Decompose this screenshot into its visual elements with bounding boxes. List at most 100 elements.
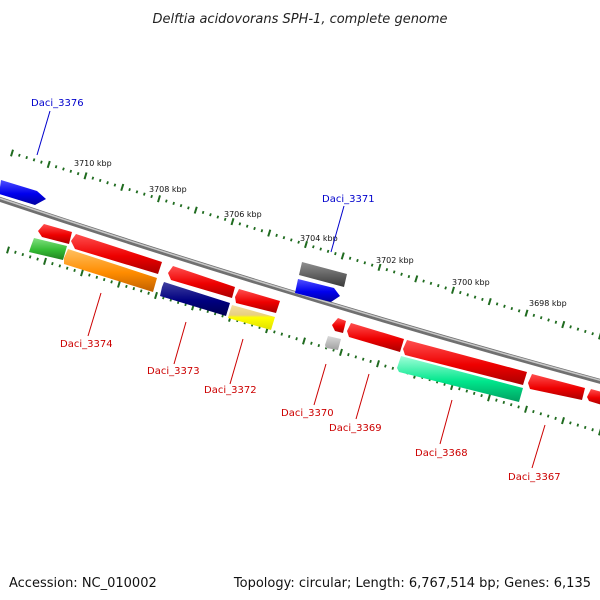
ruler-tick-minor (591, 428, 594, 432)
ruler-tick-minor (392, 270, 396, 274)
ruler-tick-minor (165, 199, 168, 203)
ruler-tick-major (117, 280, 121, 288)
ruler-tick-minor (238, 222, 242, 226)
ruler-tick-minor (54, 165, 58, 169)
gene-label-reverse[interactable]: Daci_3367 (508, 472, 561, 483)
ruler-tick-minor (591, 332, 594, 336)
ruler-tick-minor (88, 273, 91, 277)
gene-arrow-reverse[interactable] (160, 282, 230, 316)
gene-arrow-reverse[interactable] (71, 234, 162, 274)
ruler-tick-minor (532, 313, 536, 317)
gene-label-reverse[interactable]: Daci_3374 (60, 339, 113, 350)
ruler-tick-minor (583, 425, 587, 430)
gene-arrow-reverse[interactable] (332, 318, 346, 333)
ruler-tick-major (157, 195, 161, 203)
gene-arrow-reverse[interactable] (235, 289, 280, 313)
ruler-tick-minor (347, 353, 350, 357)
gene-label-forward[interactable]: Daci_3371 (322, 194, 375, 205)
ruler-tick-minor (179, 204, 183, 208)
ruler-tick-major (10, 149, 14, 157)
ruler-tick-minor (317, 343, 321, 348)
ruler-tick-minor (290, 238, 293, 242)
ruler-tick-minor (326, 249, 330, 253)
gene-arrow-reverse[interactable] (347, 323, 404, 352)
gene-arrow-forward[interactable] (0, 180, 46, 205)
ruler-tick-minor (209, 213, 212, 217)
ruler-tick-minor (40, 160, 43, 164)
gene-arrow-reverse[interactable] (168, 266, 235, 298)
ruler-tick-minor (216, 215, 220, 219)
gene-arrow-forward[interactable] (295, 279, 340, 302)
gene-label-reverse[interactable]: Daci_3373 (147, 366, 200, 377)
ruler-tick-major (487, 394, 491, 402)
ruler-tick-minor (334, 252, 337, 256)
gene-arrow-forward[interactable] (299, 262, 347, 287)
ruler-tick-minor (51, 262, 54, 266)
kbp-label: 3706 kbp (224, 210, 262, 219)
gene-arrow-reverse[interactable] (29, 238, 67, 260)
ruler-tick-minor (444, 286, 447, 290)
ruler-tick-minor (150, 194, 153, 199)
ruler-tick-major (561, 417, 565, 425)
ruler-tick-minor (76, 172, 80, 176)
ruler-tick-minor (98, 178, 102, 183)
ruler-tick-major (230, 218, 235, 226)
ruler-tick-minor (517, 405, 520, 409)
ruler-tick-minor (532, 409, 535, 414)
gene-label-reverse[interactable]: Daci_3372 (204, 385, 257, 396)
gene-arrow-reverse[interactable] (38, 224, 72, 244)
ruler-tick-major (46, 160, 51, 169)
ruler-tick-minor (128, 188, 131, 192)
ruler-tick-major (6, 246, 10, 254)
ruler-tick-major (524, 405, 528, 413)
ruler-tick-minor (361, 357, 365, 361)
gene-arrow-reverse[interactable] (228, 305, 275, 330)
ruler-tick-minor (125, 284, 128, 288)
ruler-tick-minor (91, 176, 95, 180)
kbp-label: 3708 kbp (149, 185, 187, 194)
ruler-tick-major (376, 360, 380, 368)
ruler-tick-minor (400, 272, 403, 276)
ruler-tick-minor (36, 257, 39, 261)
ruler-tick-minor (32, 158, 36, 162)
ruler-tick-major (561, 320, 566, 329)
ruler-tick-minor (287, 334, 291, 339)
ruler-tick-minor (65, 266, 69, 270)
ruler-tick-minor (21, 252, 25, 257)
leader-line-reverse (531, 424, 546, 469)
ruler-tick-minor (569, 325, 572, 329)
ruler-tick-minor (437, 284, 440, 288)
ruler-tick-minor (18, 153, 21, 157)
gene-label-reverse[interactable]: Daci_3369 (329, 423, 382, 434)
ruler-tick-minor (429, 281, 433, 285)
ruler-tick-major (120, 183, 125, 191)
leader-line-forward (36, 110, 51, 156)
kbp-label: 3704 kbp (300, 234, 338, 243)
gene-arrow-reverse[interactable] (397, 356, 523, 402)
gene-arrow-reverse[interactable] (403, 340, 527, 385)
ruler-tick-minor (297, 240, 300, 244)
ruler-tick-minor (253, 226, 256, 231)
ruler-tick-minor (295, 337, 298, 341)
ruler-tick-minor (102, 277, 106, 282)
gene-label-reverse[interactable]: Daci_3370 (281, 408, 334, 419)
outer-tick-ruler (10, 149, 600, 340)
kbp-labels: 3710 kbp 3708 kbp 3706 kbp 3704 kbp 3702… (74, 159, 567, 308)
gene-arrow-reverse[interactable] (587, 389, 600, 405)
leader-line-reverse (439, 399, 453, 445)
gene-arrow-reverse[interactable] (64, 249, 157, 292)
gene-label-forward[interactable]: Daci_3376 (31, 98, 84, 109)
ruler-tick-minor (14, 250, 17, 254)
gene-arrow-reverse[interactable] (528, 374, 585, 400)
ruler-tick-minor (348, 256, 352, 260)
ruler-tick-minor (135, 190, 139, 194)
gene-label-reverse[interactable]: Daci_3368 (415, 448, 468, 459)
ruler-tick-minor (546, 414, 550, 418)
ruler-tick-minor (569, 421, 572, 425)
leader-line-reverse (229, 338, 244, 385)
gene-arrow-reverse[interactable] (325, 336, 341, 350)
ruler-tick-minor (172, 201, 175, 205)
ruler-tick-minor (370, 263, 374, 267)
ruler-tick-major (598, 332, 600, 340)
